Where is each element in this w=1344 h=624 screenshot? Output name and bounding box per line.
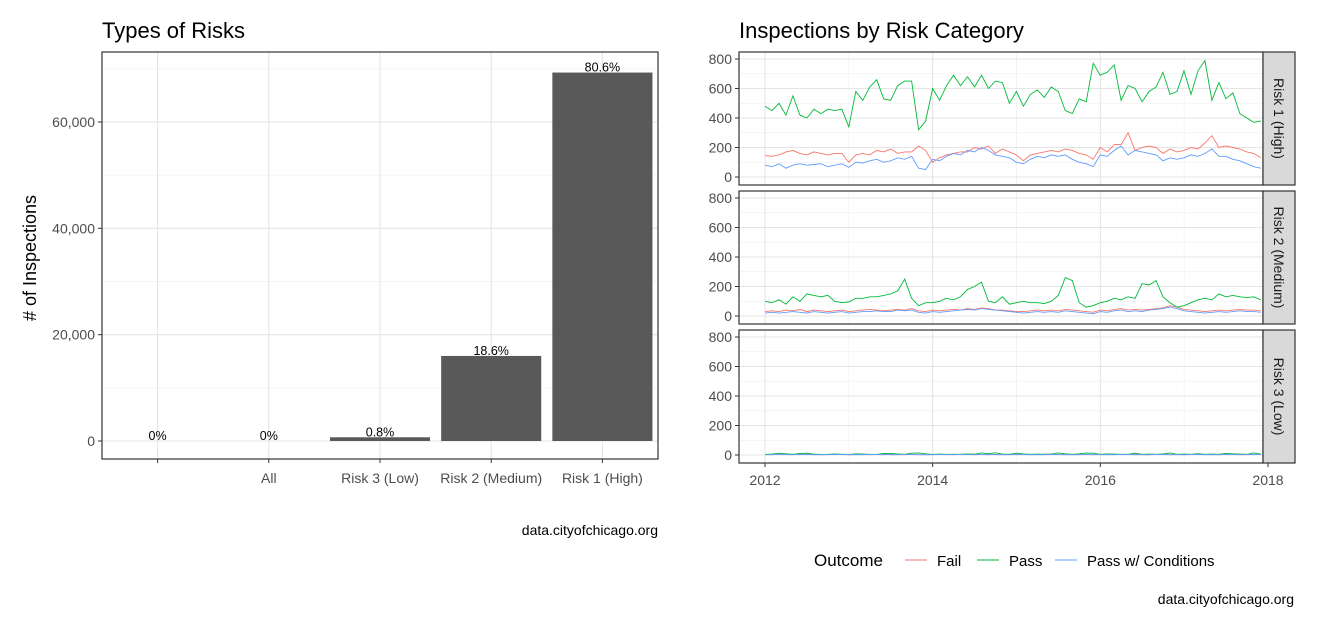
bar-chart-y-axis: 0 20,000 40,000 60,000 — [52, 114, 102, 449]
line-chart-inspections-by-risk: Inspections by Risk Category Risk 1 (Hig… — [709, 18, 1296, 607]
legend-item-pass: Pass — [977, 553, 1042, 570]
line-chart-x-axis: 2012 2014 2016 2018 — [749, 463, 1284, 488]
facet-panel-3: Risk 3 (Low) 0 200 400 600 800 — [709, 329, 1296, 464]
line-chart-caption: data.cityofchicago.org — [1158, 591, 1294, 607]
y-tick-label: 60,000 — [52, 114, 95, 130]
bar-risk-2-medium- — [441, 355, 542, 441]
y-tick-label: 400 — [709, 110, 733, 126]
bar-chart-bars — [329, 72, 653, 442]
y-tick-label: 0 — [87, 433, 95, 449]
legend-label: Pass — [1009, 553, 1042, 570]
series-line-fail — [764, 305, 1261, 313]
series-line-pass — [764, 59, 1261, 131]
bar-chart-title: Types of Risks — [102, 18, 245, 43]
x-tick-label: 2018 — [1252, 472, 1283, 488]
y-tick-label: 600 — [709, 359, 733, 375]
legend-items: Fail Pass Pass w/ Conditions — [905, 553, 1215, 570]
x-tick-label: Risk 1 (High) — [562, 470, 643, 486]
x-tick-label: All — [261, 470, 277, 486]
legend-title: Outcome — [814, 551, 883, 570]
series-line-pass-w-conditions — [764, 145, 1261, 171]
y-tick-label: 200 — [709, 279, 733, 295]
x-tick-label: 2014 — [917, 472, 948, 488]
bar-data-label: 0% — [260, 429, 278, 443]
y-tick-label: 800 — [709, 51, 733, 67]
legend-item-pass-w-conditions: Pass w/ Conditions — [1055, 553, 1215, 570]
facet-panel-2: Risk 2 (Medium) 0 200 400 600 800 — [709, 190, 1296, 325]
bar-data-label: 0.8% — [366, 425, 395, 439]
y-tick-label: 400 — [709, 249, 733, 265]
y-tick-label: 200 — [709, 140, 733, 156]
bar-data-label: 0% — [149, 429, 167, 443]
bar-risk-3-low- — [329, 437, 431, 441]
y-tick-label: 0 — [724, 447, 732, 463]
y-tick-label: 600 — [709, 81, 733, 97]
bar-chart-types-of-risks: Types of Risks 0% 0% 0.8% 18.6% 80.6% 0 20,00… — [20, 18, 659, 538]
y-tick-label: 40,000 — [52, 220, 95, 236]
series-line-pass — [764, 277, 1261, 308]
line-chart-title: Inspections by Risk Category — [739, 18, 1024, 43]
y-tick-label: 200 — [709, 418, 733, 434]
series-line-fail — [764, 131, 1262, 163]
x-tick-label: Risk 3 (Low) — [341, 470, 419, 486]
facet-panel-1: Risk 1 (High) 0 200 400 600 800 — [709, 51, 1296, 186]
y-tick-label: 800 — [709, 190, 733, 206]
facet-strip-label: Risk 2 (Medium) — [1271, 207, 1287, 309]
y-tick-label: 600 — [709, 220, 733, 236]
facet-strip — [1262, 51, 1296, 186]
x-tick-label: Risk 2 (Medium) — [440, 470, 542, 486]
bar-data-label: 80.6% — [585, 61, 620, 75]
bar-chart-y-axis-label: # of Inspections — [20, 195, 40, 321]
bar-chart-caption: data.cityofchicago.org — [522, 522, 658, 538]
bar-chart-x-axis: All Risk 3 (Low) Risk 2 (Medium) Risk 1 (Hi… — [157, 459, 643, 486]
y-tick-label: 0 — [724, 308, 732, 324]
y-tick-label: 800 — [709, 329, 733, 345]
facet-strip-label: Risk 3 (Low) — [1271, 358, 1287, 436]
facet-strip — [1262, 329, 1296, 464]
y-tick-label: 400 — [709, 388, 733, 404]
bar-data-label: 18.6% — [473, 344, 508, 358]
y-tick-label: 0 — [724, 169, 732, 185]
line-chart-legend: Outcome Fail Pass Pass w/ Conditions — [814, 551, 1215, 570]
x-tick-label: 2012 — [749, 472, 780, 488]
x-tick-label: 2016 — [1085, 472, 1116, 488]
legend-item-fail: Fail — [905, 553, 961, 570]
bar-risk-1-high- — [552, 72, 653, 442]
legend-label: Pass w/ Conditions — [1087, 553, 1215, 570]
series-line-pass-w-conditions — [764, 306, 1261, 315]
y-tick-label: 20,000 — [52, 327, 95, 343]
facet-strip — [1262, 190, 1296, 325]
bar-chart-data-labels: 0% 0% 0.8% 18.6% 80.6% — [149, 61, 621, 443]
facet-strip-label: Risk 1 (High) — [1271, 78, 1287, 159]
legend-label: Fail — [937, 553, 961, 570]
